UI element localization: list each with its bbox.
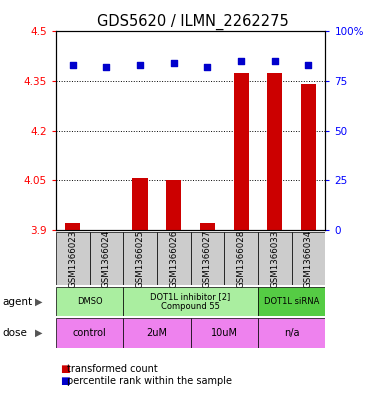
Text: GSM1366027: GSM1366027 <box>203 229 212 288</box>
Text: ■: ■ <box>60 376 69 386</box>
Bar <box>258 232 292 285</box>
Text: n/a: n/a <box>284 328 300 338</box>
Bar <box>56 318 123 348</box>
Text: GSM1366026: GSM1366026 <box>169 229 178 288</box>
Text: agent: agent <box>2 297 32 307</box>
Bar <box>123 287 258 316</box>
Text: control: control <box>73 328 106 338</box>
Text: GSM1366023: GSM1366023 <box>68 229 77 288</box>
Bar <box>123 318 191 348</box>
Point <box>171 60 177 66</box>
Text: GSM1366034: GSM1366034 <box>304 229 313 288</box>
Point <box>103 64 109 70</box>
Text: percentile rank within the sample: percentile rank within the sample <box>67 376 233 386</box>
Text: ▶: ▶ <box>35 328 42 338</box>
Bar <box>123 232 157 285</box>
Point <box>305 62 311 68</box>
Point <box>238 58 244 64</box>
Bar <box>292 232 325 285</box>
Text: DOT1L siRNA: DOT1L siRNA <box>264 297 319 306</box>
Text: 2uM: 2uM <box>146 328 167 338</box>
Bar <box>258 318 325 348</box>
Bar <box>224 232 258 285</box>
Text: 10uM: 10uM <box>211 328 238 338</box>
Bar <box>89 232 123 285</box>
Bar <box>301 84 316 230</box>
Text: DOT1L inhibitor [2]
Compound 55: DOT1L inhibitor [2] Compound 55 <box>151 292 231 311</box>
Bar <box>166 180 181 230</box>
Text: ▶: ▶ <box>35 297 42 307</box>
Text: ■: ■ <box>60 364 69 374</box>
Text: GSM1366024: GSM1366024 <box>102 229 111 288</box>
Bar <box>234 73 249 230</box>
Point <box>272 58 278 64</box>
Bar <box>56 232 89 285</box>
Bar <box>191 232 224 285</box>
Bar <box>200 223 215 230</box>
Text: dose: dose <box>2 328 27 338</box>
Text: GDS5620 / ILMN_2262275: GDS5620 / ILMN_2262275 <box>97 14 288 30</box>
Bar <box>132 178 147 230</box>
Point <box>137 62 143 68</box>
Text: GSM1366033: GSM1366033 <box>270 229 279 288</box>
Bar <box>191 318 258 348</box>
Text: GSM1366028: GSM1366028 <box>237 229 246 288</box>
Text: DMSO: DMSO <box>77 297 102 306</box>
Bar <box>157 232 191 285</box>
Bar <box>267 73 282 230</box>
Text: GSM1366025: GSM1366025 <box>136 229 144 288</box>
Bar <box>65 223 80 230</box>
Bar <box>56 287 123 316</box>
Point <box>204 64 211 70</box>
Bar <box>258 287 325 316</box>
Text: transformed count: transformed count <box>67 364 158 374</box>
Point <box>70 62 76 68</box>
